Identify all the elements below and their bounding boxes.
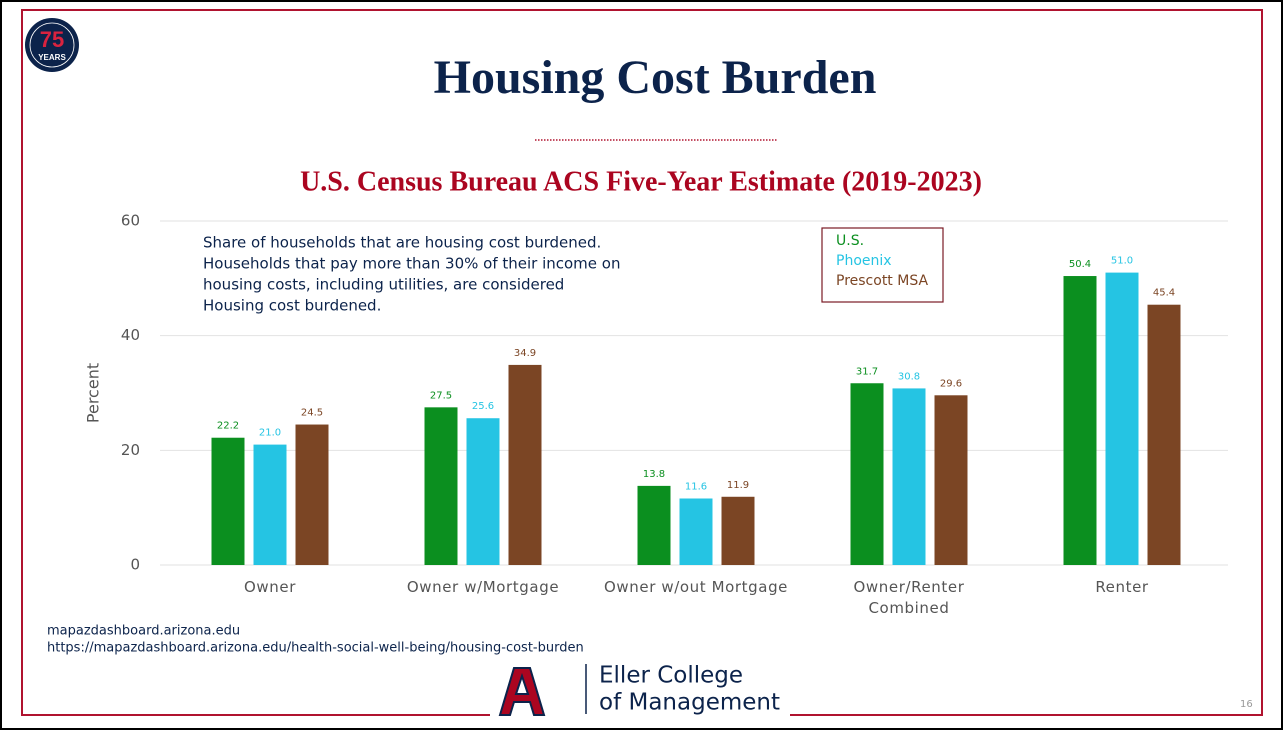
data-label: 11.6 xyxy=(685,481,707,492)
bar xyxy=(892,388,926,565)
data-label: 34.9 xyxy=(514,348,536,359)
legend-label: U.S. xyxy=(836,233,864,249)
annotation: housing costs, including utilities, are … xyxy=(203,276,564,294)
bar xyxy=(679,498,713,565)
y-tick-label: 20 xyxy=(121,441,140,459)
annotation: Share of households that are housing cos… xyxy=(203,234,601,252)
university-logo xyxy=(498,667,546,716)
bar xyxy=(934,395,968,565)
data-label: 31.7 xyxy=(856,366,878,377)
college-name: of Management xyxy=(599,690,780,716)
chart-subtitle: U.S. Census Bureau ACS Five-Year Estimat… xyxy=(300,166,982,197)
data-label: 30.8 xyxy=(898,371,920,382)
data-label: 50.4 xyxy=(1069,259,1091,270)
data-label: 22.2 xyxy=(217,421,239,432)
logo-text: YEARS xyxy=(38,53,66,62)
bar xyxy=(424,407,458,565)
legend-label: Prescott MSA xyxy=(836,273,928,289)
bar xyxy=(637,485,671,565)
logo-ring xyxy=(29,22,75,68)
legend-label: Phoenix xyxy=(836,253,892,269)
logo-number: 75 xyxy=(40,27,64,52)
chart-title: Housing Cost Burden xyxy=(434,51,877,104)
x-tick-label: Owner/Renter Combined xyxy=(853,578,965,617)
y-axis-label: Percent xyxy=(84,363,103,423)
x-tick-label: Owner xyxy=(244,578,296,596)
data-label: 21.0 xyxy=(259,428,281,439)
x-tick-label: Owner w/Mortgage xyxy=(406,578,560,596)
annotation: Households that pay more than 30% of the… xyxy=(203,255,620,273)
x-tick-label: Renter xyxy=(1095,578,1149,596)
frame xyxy=(21,9,1263,716)
legend-box xyxy=(821,227,944,303)
bar xyxy=(211,437,245,565)
annotation: Housing cost burdened. xyxy=(203,297,381,315)
bar xyxy=(253,444,287,565)
x-tick-label: Owner w/out Mortgage xyxy=(603,578,789,596)
logo-circle xyxy=(25,18,79,72)
bar xyxy=(466,418,500,565)
college-name: Eller College xyxy=(599,663,743,689)
y-tick-label: 40 xyxy=(121,326,140,344)
footer-line: https://mapazdashboard.arizona.edu/healt… xyxy=(47,641,584,656)
data-label: 25.6 xyxy=(472,401,494,412)
y-tick-label: 0 xyxy=(130,556,140,574)
bar xyxy=(508,364,542,565)
bar xyxy=(1147,304,1181,565)
data-label: 24.5 xyxy=(301,408,323,419)
bar xyxy=(1063,276,1097,565)
bar xyxy=(1105,272,1139,565)
data-label: 27.5 xyxy=(430,390,452,401)
data-label: 51.0 xyxy=(1111,256,1133,267)
page-number: 16 xyxy=(1240,699,1253,710)
data-label: 29.6 xyxy=(940,378,962,389)
data-label: 13.8 xyxy=(643,469,665,480)
footer-line: mapazdashboard.arizona.edu xyxy=(47,624,240,639)
bar xyxy=(721,496,755,565)
data-label: 11.9 xyxy=(727,480,749,491)
bar xyxy=(295,424,329,565)
y-tick-label: 60 xyxy=(121,212,140,230)
bar xyxy=(850,383,884,565)
data-label: 45.4 xyxy=(1153,288,1175,299)
